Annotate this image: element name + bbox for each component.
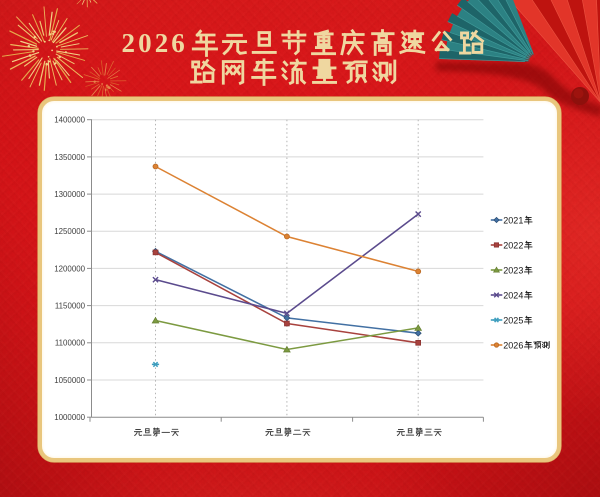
- svg-text:2021: 2021: [503, 216, 523, 226]
- svg-text:2026: 2026: [122, 28, 188, 58]
- svg-text:1050000: 1050000: [54, 376, 85, 385]
- svg-text:1200000: 1200000: [54, 264, 85, 273]
- svg-text:2024: 2024: [503, 291, 523, 301]
- svg-text:1100000: 1100000: [55, 339, 86, 348]
- svg-text:1250000: 1250000: [54, 227, 85, 236]
- svg-text:1000000: 1000000: [54, 413, 85, 422]
- svg-text:2026: 2026: [503, 341, 523, 351]
- svg-text:2025: 2025: [503, 316, 523, 326]
- svg-text:1150000: 1150000: [55, 302, 86, 311]
- svg-text:1400000: 1400000: [54, 116, 85, 125]
- svg-text:1350000: 1350000: [54, 153, 85, 162]
- svg-text:2022: 2022: [503, 241, 523, 251]
- svg-text:1300000: 1300000: [54, 190, 85, 199]
- svg-text:2023: 2023: [503, 266, 523, 276]
